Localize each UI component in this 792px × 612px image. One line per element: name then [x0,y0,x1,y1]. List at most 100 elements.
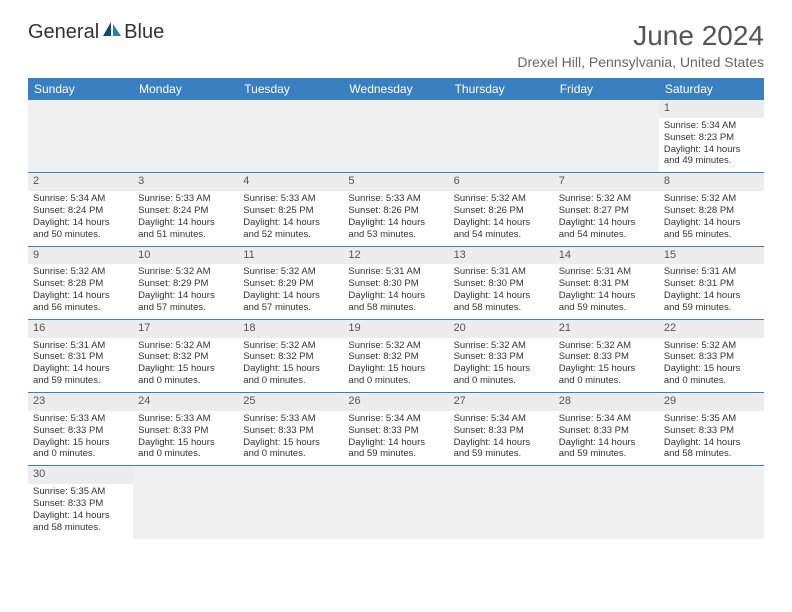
sunset-text: Sunset: 8:33 PM [33,498,128,510]
daylight-text: Daylight: 14 hours [559,217,654,229]
calendar-day-cell [554,100,659,173]
calendar-day-cell: 7Sunrise: 5:32 AMSunset: 8:27 PMDaylight… [554,173,659,246]
title-block: June 2024 Drexel Hill, Pennsylvania, Uni… [517,20,764,70]
day-header: Friday [554,78,659,100]
day-number: 14 [554,247,659,265]
daylight-text: Daylight: 14 hours [138,217,233,229]
sunrise-text: Sunrise: 5:33 AM [138,413,233,425]
daylight-text: Daylight: 14 hours [348,437,443,449]
sunrise-text: Sunrise: 5:34 AM [664,120,759,132]
daylight-text: and 58 minutes. [348,302,443,314]
sunrise-text: Sunrise: 5:31 AM [454,266,549,278]
day-number: 24 [133,393,238,411]
calendar-day-cell: 5Sunrise: 5:33 AMSunset: 8:26 PMDaylight… [343,173,448,246]
sunrise-text: Sunrise: 5:32 AM [559,340,654,352]
calendar-week-row: 9Sunrise: 5:32 AMSunset: 8:28 PMDaylight… [28,246,764,319]
sunset-text: Sunset: 8:30 PM [348,278,443,290]
day-number: 8 [659,173,764,191]
day-number: 23 [28,393,133,411]
day-number: 16 [28,320,133,338]
daylight-text: Daylight: 15 hours [454,363,549,375]
day-number: 26 [343,393,448,411]
daylight-text: Daylight: 15 hours [348,363,443,375]
daylight-text: and 59 minutes. [559,302,654,314]
daylight-text: Daylight: 14 hours [348,217,443,229]
daylight-text: Daylight: 14 hours [559,290,654,302]
sunrise-text: Sunrise: 5:32 AM [559,193,654,205]
daylight-text: Daylight: 15 hours [33,437,128,449]
daylight-text: and 59 minutes. [348,448,443,460]
day-number: 30 [28,466,133,484]
calendar-day-cell: 16Sunrise: 5:31 AMSunset: 8:31 PMDayligh… [28,319,133,392]
sunrise-text: Sunrise: 5:34 AM [348,413,443,425]
calendar-day-cell: 19Sunrise: 5:32 AMSunset: 8:32 PMDayligh… [343,319,448,392]
day-number: 2 [28,173,133,191]
daylight-text: Daylight: 14 hours [33,217,128,229]
calendar-day-cell: 2Sunrise: 5:34 AMSunset: 8:24 PMDaylight… [28,173,133,246]
calendar-day-cell [343,466,448,539]
daylight-text: and 0 minutes. [243,448,338,460]
sunset-text: Sunset: 8:32 PM [243,351,338,363]
sunset-text: Sunset: 8:33 PM [664,425,759,437]
daylight-text: Daylight: 14 hours [243,290,338,302]
daylight-text: and 59 minutes. [33,375,128,387]
day-number: 17 [133,320,238,338]
day-header: Tuesday [238,78,343,100]
sunset-text: Sunset: 8:31 PM [664,278,759,290]
calendar-day-cell: 17Sunrise: 5:32 AMSunset: 8:32 PMDayligh… [133,319,238,392]
day-number: 10 [133,247,238,265]
daylight-text: Daylight: 14 hours [33,290,128,302]
calendar-day-cell [659,466,764,539]
day-number: 22 [659,320,764,338]
sunset-text: Sunset: 8:28 PM [664,205,759,217]
sunrise-text: Sunrise: 5:32 AM [664,340,759,352]
day-number: 19 [343,320,448,338]
sunrise-text: Sunrise: 5:32 AM [664,193,759,205]
sunrise-text: Sunrise: 5:32 AM [243,340,338,352]
sunrise-text: Sunrise: 5:33 AM [33,413,128,425]
calendar-day-cell: 9Sunrise: 5:32 AMSunset: 8:28 PMDaylight… [28,246,133,319]
calendar-day-cell: 11Sunrise: 5:32 AMSunset: 8:29 PMDayligh… [238,246,343,319]
daylight-text: Daylight: 14 hours [138,290,233,302]
calendar-week-row: 30 Sunrise: 5:35 AMSunset: 8:33 PMDayligh… [28,466,764,539]
day-header: Monday [133,78,238,100]
calendar-day-cell: 13Sunrise: 5:31 AMSunset: 8:30 PMDayligh… [449,246,554,319]
page-title: June 2024 [517,20,764,52]
sunset-text: Sunset: 8:26 PM [454,205,549,217]
calendar-day-cell: 25Sunrise: 5:33 AMSunset: 8:33 PMDayligh… [238,393,343,466]
sunset-text: Sunset: 8:31 PM [559,278,654,290]
day-number: 28 [554,393,659,411]
page-header: General Blue June 2024 Drexel Hill, Penn… [28,20,764,70]
calendar-page: General Blue June 2024 Drexel Hill, Penn… [0,0,792,559]
sunset-text: Sunset: 8:32 PM [138,351,233,363]
daylight-text: and 57 minutes. [138,302,233,314]
day-number: 4 [238,173,343,191]
logo-text-2: Blue [124,21,164,44]
sunrise-text: Sunrise: 5:33 AM [243,413,338,425]
calendar-day-cell [238,100,343,173]
daylight-text: Daylight: 14 hours [33,363,128,375]
sunset-text: Sunset: 8:23 PM [664,132,759,144]
daylight-text: Daylight: 15 hours [243,363,338,375]
calendar-day-cell: 15Sunrise: 5:31 AMSunset: 8:31 PMDayligh… [659,246,764,319]
day-number: 29 [659,393,764,411]
daylight-text: and 50 minutes. [33,229,128,241]
day-number: 6 [449,173,554,191]
day-number: 11 [238,247,343,265]
sunset-text: Sunset: 8:33 PM [454,425,549,437]
calendar-table: Sunday Monday Tuesday Wednesday Thursday… [28,78,764,539]
calendar-day-cell: 8Sunrise: 5:32 AMSunset: 8:28 PMDaylight… [659,173,764,246]
day-number: 18 [238,320,343,338]
daylight-text: Daylight: 15 hours [559,363,654,375]
sunrise-text: Sunrise: 5:32 AM [454,193,549,205]
daylight-text: and 59 minutes. [664,302,759,314]
calendar-day-cell: 30 Sunrise: 5:35 AMSunset: 8:33 PMDayligh… [28,466,133,539]
sunrise-text: Sunrise: 5:35 AM [33,486,128,498]
logo-sail-icon [101,20,123,44]
daylight-text: and 0 minutes. [454,375,549,387]
calendar-week-row: 1Sunrise: 5:34 AMSunset: 8:23 PMDaylight… [28,100,764,173]
daylight-text: Daylight: 14 hours [454,437,549,449]
calendar-day-cell [28,100,133,173]
sunrise-text: Sunrise: 5:33 AM [243,193,338,205]
daylight-text: Daylight: 14 hours [33,510,128,522]
